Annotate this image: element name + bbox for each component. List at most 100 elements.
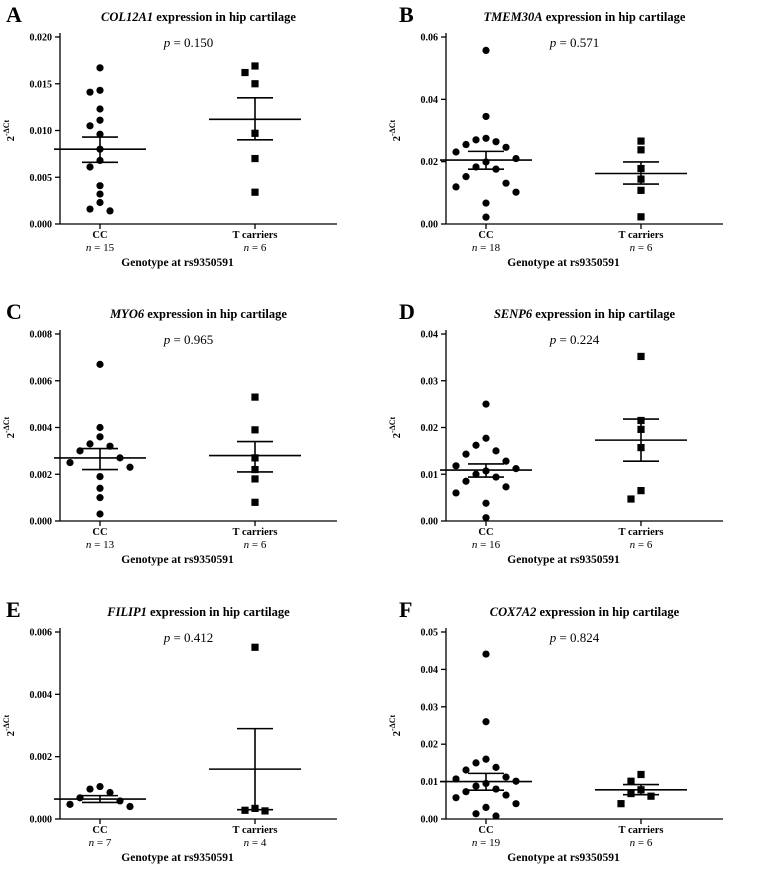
data-point [627, 789, 635, 798]
data-point [482, 134, 490, 142]
y-tick-label: 0.006 [30, 376, 53, 387]
n-symbol: n [472, 837, 478, 849]
y-tick-label: 0.002 [30, 752, 53, 763]
n-value: = 6 [252, 539, 267, 551]
p-symbol: p [163, 332, 171, 347]
data-point [96, 198, 104, 207]
y-tick-label: 0.04 [421, 330, 439, 341]
data-point [452, 148, 460, 156]
panel-letter: A [6, 2, 22, 27]
x-category-label: CC [478, 230, 493, 241]
y-label-exponent: -ΔCt [388, 714, 397, 730]
data-point [647, 792, 655, 800]
p-symbol: p [549, 35, 557, 50]
title-text: expression in hip cartilage [153, 10, 296, 24]
data-point [251, 62, 259, 70]
data-point [126, 463, 134, 471]
data-point [462, 766, 470, 774]
data-point [452, 183, 460, 191]
x-category-label: T carriers [233, 825, 278, 836]
y-tick-label: 0.010 [30, 126, 53, 137]
data-point [637, 487, 645, 495]
y-tick-label: 0.02 [421, 157, 439, 168]
n-symbol: n [630, 242, 636, 254]
data-point [96, 472, 104, 481]
x-category-label: CC [478, 527, 493, 538]
data-point [472, 441, 480, 449]
y-label-base: 2 [392, 433, 403, 438]
data-point [482, 803, 490, 812]
sample-size-label: n = 6 [630, 242, 653, 254]
p-value-label: p = 0.224 [549, 332, 600, 347]
y-tick-label: 0.004 [30, 423, 53, 434]
y-axis-label: 2-ΔCt [2, 714, 17, 736]
gene-name: SENP6 [494, 307, 533, 321]
n-value: = 13 [94, 539, 114, 551]
y-tick-label: 0.000 [30, 815, 53, 826]
data-point [106, 788, 114, 797]
data-point [502, 791, 510, 799]
panel-letter: C [6, 299, 22, 324]
x-category-label: T carriers [233, 230, 278, 241]
data-point [482, 755, 490, 763]
y-axis-label: 2-ΔCt [388, 416, 403, 438]
sample-size-label: n = 6 [630, 539, 653, 551]
data-point [462, 450, 470, 458]
data-point [492, 447, 500, 455]
sample-size-label: n = 18 [472, 242, 501, 254]
data-point [452, 489, 460, 497]
p-value-label: p = 0.965 [163, 332, 214, 347]
data-point [96, 130, 104, 138]
y-tick-label: 0.006 [30, 628, 53, 639]
n-symbol: n [244, 242, 250, 254]
y-tick-label: 0.000 [30, 517, 53, 528]
data-point [637, 146, 645, 154]
n-value: = 18 [480, 242, 500, 254]
p-value-label: p = 0.824 [549, 630, 600, 645]
data-point [482, 514, 490, 522]
data-point [66, 800, 74, 808]
data-point [482, 499, 490, 507]
y-tick-label: 0.002 [30, 470, 53, 481]
sample-size-label: n = 6 [244, 242, 267, 254]
data-point [482, 718, 490, 726]
data-point [492, 763, 500, 771]
x-category-label: T carriers [619, 527, 664, 538]
data-point [502, 457, 510, 465]
p-value: = 0.965 [173, 332, 213, 347]
data-point [96, 116, 104, 124]
data-point [452, 794, 460, 802]
y-tick-label: 0.00 [421, 815, 439, 826]
n-value: = 6 [638, 242, 653, 254]
y-label-exponent: -ΔCt [2, 714, 11, 730]
n-value: = 19 [480, 837, 500, 849]
sample-size-label: n = 13 [86, 539, 115, 551]
n-value: = 6 [638, 539, 653, 551]
n-symbol: n [86, 242, 92, 254]
data-point [86, 440, 94, 448]
panel-f: F COX7A2 expression in hip cartilage p = 0… [388, 597, 723, 864]
panel-c: C MYO6 expression in hip cartilage p = 0.9… [2, 299, 337, 566]
x-axis-label: Genotype at rs9350591 [507, 257, 620, 269]
x-axis-label: Genotype at rs9350591 [507, 554, 620, 566]
data-point [96, 190, 104, 198]
data-point [502, 483, 510, 491]
data-point [637, 352, 645, 361]
data-point [472, 759, 480, 767]
chart-title: TMEM30A expression in hip cartilage [484, 10, 686, 24]
data-point [472, 810, 480, 818]
data-point [637, 186, 645, 194]
data-point [472, 136, 480, 144]
data-point [512, 188, 520, 196]
panel-letter: F [399, 597, 412, 622]
y-axis-label: 2-ΔCt [388, 714, 403, 736]
y-label-exponent: -ΔCt [388, 416, 397, 432]
title-text: expression in hip cartilage [543, 10, 686, 24]
data-point [462, 173, 470, 181]
data-point [96, 433, 104, 441]
n-value: = 6 [252, 242, 267, 254]
